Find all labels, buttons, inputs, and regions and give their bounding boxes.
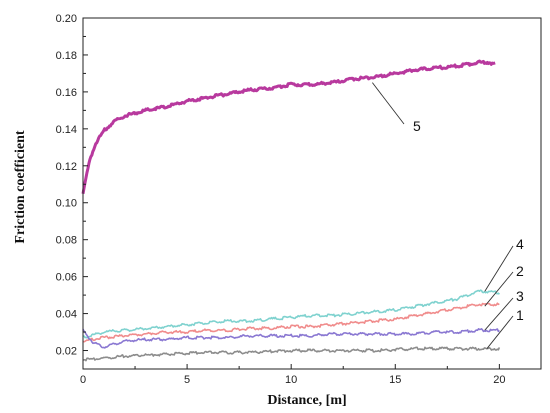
leader-line-3 [484,297,514,331]
y-tick-label: 0.12 [56,161,77,173]
leader-line-4 [484,245,514,292]
y-tick-label: 0.14 [56,124,77,136]
x-axis-title: Distance, [m] [267,393,346,408]
series-line-1 [82,346,501,362]
y-tick-label: 0.18 [56,50,77,62]
series-line-3 [82,328,500,349]
y-tick-label: 0.02 [56,346,77,358]
leader-line-5 [372,82,405,125]
y-tick-label: 0.16 [56,87,77,99]
y-tick-label: 0.10 [56,198,77,210]
curve-label-3: 3 [516,288,524,304]
series-layer [81,59,501,362]
curve-label-5: 5 [413,118,421,134]
leader-layer: 5 4 2 3 1 [372,82,524,349]
x-tick-label: 15 [389,374,401,386]
x-tick-label: 0 [80,374,86,386]
y-tick-label: 0.06 [56,272,77,284]
curve-label-2: 2 [516,263,524,279]
x-tick-label: 20 [493,374,505,386]
y-axis-title: Friction coefficient [13,130,28,243]
y-tick-label: 0.04 [56,309,77,321]
y-tick-label: 0.20 [56,13,77,25]
plot-frame [82,17,542,370]
series-line-5 [81,59,496,195]
axes-layer: 0 5 10 15 200.020.040.060.080.100.120.140.16… [56,13,542,386]
y-tick-label: 0.08 [56,235,77,247]
leader-line-2 [484,271,514,307]
x-tick-label: 10 [285,374,297,386]
leader-line-1 [486,315,514,349]
x-tick-label: 5 [184,374,190,386]
series-line-2 [82,302,500,343]
curve-label-1: 1 [516,307,524,323]
curve-label-4: 4 [516,236,524,252]
series-line-4 [82,289,500,339]
